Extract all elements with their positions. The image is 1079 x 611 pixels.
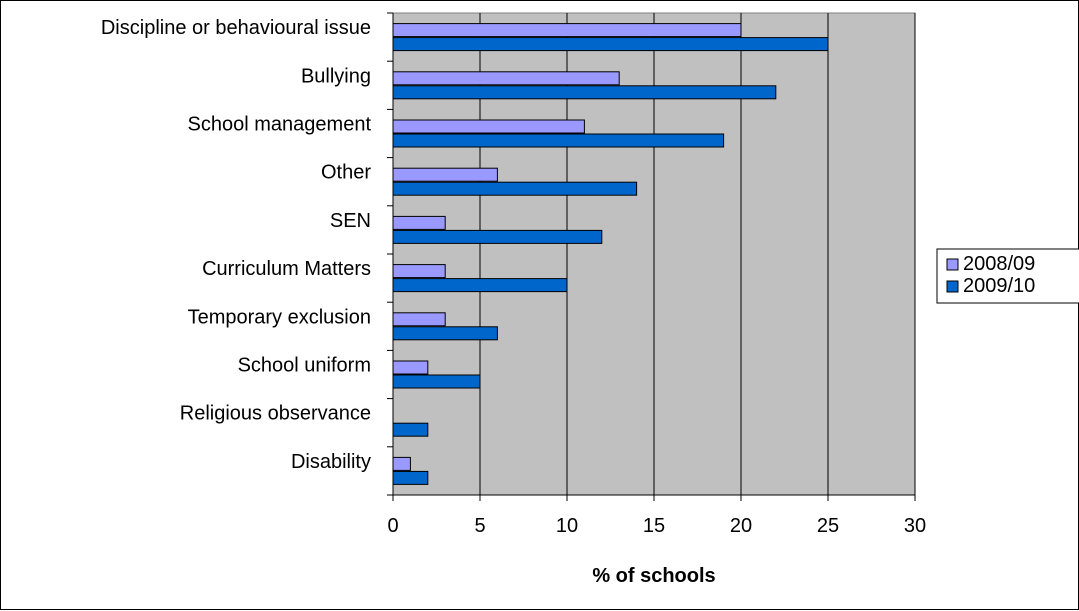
bar-2008-09-5 xyxy=(392,264,446,279)
x-tick-label: 0 xyxy=(387,515,398,537)
bar-2009-10-2 xyxy=(392,133,725,148)
category-label: Other xyxy=(321,162,371,184)
category-label: Religious observance xyxy=(180,403,371,425)
bar-2008-09-9 xyxy=(392,456,411,471)
x-tick-label: 20 xyxy=(730,515,752,537)
category-label: Temporary exclusion xyxy=(188,306,371,328)
bar-2008-09-1 xyxy=(392,71,620,86)
x-tick-label: 10 xyxy=(556,515,578,537)
bars xyxy=(392,23,829,485)
bar-2009-10-1 xyxy=(392,85,777,100)
bar-2009-10-0 xyxy=(392,37,829,52)
x-tick-label: 5 xyxy=(474,515,485,537)
bar-2008-09-4 xyxy=(392,215,446,230)
bar-2008-09-3 xyxy=(392,167,498,182)
category-label: Curriculum Matters xyxy=(202,258,371,280)
legend-swatch xyxy=(946,258,959,271)
category-label: School management xyxy=(188,114,372,136)
legend-swatch xyxy=(946,280,959,293)
x-axis-title: % of schools xyxy=(592,565,715,587)
bar-2008-09-0 xyxy=(392,23,742,38)
x-tick-label: 30 xyxy=(904,515,926,537)
category-label: Disability xyxy=(291,451,371,473)
category-labels: Discipline or behavioural issue Bullying S… xyxy=(101,17,372,473)
bar-2009-10-6 xyxy=(392,326,498,341)
category-label: School uniform xyxy=(238,355,371,377)
legend-label: 2008/09 xyxy=(963,253,1035,275)
bar-2009-10-5 xyxy=(392,278,568,293)
bar-2009-10-4 xyxy=(392,229,603,244)
bar-2009-10-3 xyxy=(392,181,638,196)
category-label: Bullying xyxy=(301,65,371,87)
category-label: SEN xyxy=(330,210,371,232)
x-tick-labels: 0 5 10 15 20 25 30 xyxy=(387,515,926,537)
bar-2008-09-6 xyxy=(392,312,446,327)
axes xyxy=(387,12,916,501)
bar-2009-10-7 xyxy=(392,374,481,389)
x-tick-label: 25 xyxy=(817,515,839,537)
bar-2009-10-9 xyxy=(392,470,429,485)
x-tick-label: 15 xyxy=(643,515,665,537)
bar-2008-09-7 xyxy=(392,360,429,375)
legend-box xyxy=(936,248,1079,304)
bar-2008-09-2 xyxy=(392,119,585,134)
category-label: Discipline or behavioural issue xyxy=(101,17,371,39)
bar-2009-10-8 xyxy=(392,422,429,437)
legend-label: 2009/10 xyxy=(963,275,1035,297)
